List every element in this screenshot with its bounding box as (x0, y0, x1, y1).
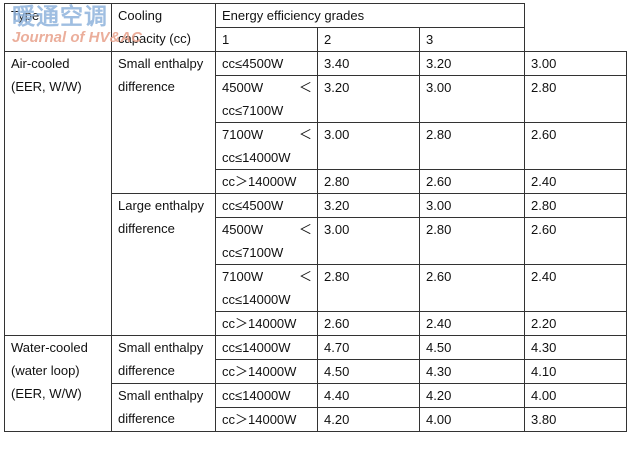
value-cell: 3.00 (419, 193, 525, 218)
efficiency-table: Type Cooling capacity (cc) Energy effici… (4, 3, 627, 432)
capacity-cell: cc＞14000W (215, 311, 318, 336)
value-cell: 2.80 (317, 264, 420, 312)
value-cell: 2.80 (317, 169, 420, 194)
table-body: Air-cooled (EER, W/W) Small enthalpy diff… (4, 51, 627, 432)
header-row: Type Cooling capacity (cc) Energy effici… (4, 3, 627, 52)
grade-header: 3 (419, 27, 525, 52)
subtype-cell: Small enthalpy difference (111, 383, 216, 432)
capacity-cell: cc≤4500W (215, 193, 318, 218)
value-cell: 3.00 (317, 217, 420, 265)
value-cell: 2.60 (524, 122, 627, 170)
value-cell: 3.20 (419, 51, 525, 76)
grade-header: 2 (317, 27, 420, 52)
value-cell: 2.60 (524, 217, 627, 265)
value-cell: 4.00 (524, 383, 627, 408)
grade-row: 1 2 3 (5, 27, 627, 52)
value-cell: 2.40 (419, 311, 525, 336)
capacity-header: Cooling capacity (cc) (111, 3, 216, 52)
value-cell: 2.80 (419, 122, 525, 170)
table-row: Air-cooled (EER, W/W) Small enthalpy diff… (4, 51, 627, 336)
value-cell: 2.60 (317, 311, 420, 336)
table-row: 4500W ＜ cc≤7100W 3.00 2.80 2.60 (5, 217, 627, 265)
value-cell: 3.20 (317, 75, 420, 123)
value-cell: 2.40 (524, 264, 627, 312)
type-header: Type (4, 3, 112, 52)
capacity-cell: cc≤14000W (215, 383, 318, 408)
table-row: 4500W ＜ cc≤7100W 3.20 3.00 2.80 (5, 75, 627, 123)
subtype-cell: Large enthalpy difference (111, 193, 216, 336)
table-row: Water-cooled (water loop) (EER, W/W) Smal… (4, 335, 627, 432)
value-cell: 3.20 (317, 193, 420, 218)
subtype-cell: Small enthalpy difference (111, 335, 216, 384)
value-cell: 2.20 (524, 311, 627, 336)
capacity-cell: 4500W ＜ cc≤7100W (215, 75, 318, 123)
value-cell: 3.00 (524, 51, 627, 76)
value-cell: 2.60 (419, 169, 525, 194)
capacity-cell: cc＞14000W (215, 359, 318, 384)
value-cell: 4.20 (317, 407, 420, 432)
table-row: cc＞14000W 4.20 4.00 3.80 (5, 407, 627, 432)
type-cell: Air-cooled (EER, W/W) (4, 51, 112, 336)
value-cell: 4.20 (419, 383, 525, 408)
capacity-cell: 4500W ＜ cc≤7100W (215, 217, 318, 265)
value-cell: 3.00 (419, 75, 525, 123)
capacity-cell: 7100W ＜ cc≤14000W (215, 122, 318, 170)
value-cell: 2.40 (524, 169, 627, 194)
capacity-cell: cc≤4500W (215, 51, 318, 76)
watermark-subtitle: Journal of HV&AC (12, 29, 143, 46)
value-cell: 4.50 (419, 335, 525, 360)
capacity-cell: 7100W ＜ cc≤14000W (215, 264, 318, 312)
value-cell: 2.60 (419, 264, 525, 312)
value-cell: 4.40 (317, 383, 420, 408)
value-cell: 4.30 (419, 359, 525, 384)
table-row: 7100W ＜ cc≤14000W 2.80 2.60 2.40 (5, 264, 627, 312)
value-cell: 4.00 (419, 407, 525, 432)
grade-header: 1 (215, 27, 318, 52)
capacity-cell: cc≤14000W (215, 335, 318, 360)
table-row: Large enthalpy difference cc≤4500W 3.20 3.0… (5, 193, 627, 336)
grades-header: Energy efficiency grades (215, 3, 525, 28)
value-cell: 3.40 (317, 51, 420, 76)
value-cell: 4.50 (317, 359, 420, 384)
value-cell: 3.00 (317, 122, 420, 170)
value-cell: 2.80 (524, 193, 627, 218)
value-cell: 3.80 (524, 407, 627, 432)
value-cell: 2.80 (419, 217, 525, 265)
watermark: 暖通空调 Journal of HV&AC (12, 4, 143, 46)
type-cell: Water-cooled (water loop) (EER, W/W) (4, 335, 112, 432)
subtype-cell: Small enthalpy difference (111, 51, 216, 194)
watermark-title: 暖通空调 (12, 4, 108, 30)
table-row: Small enthalpy difference cc≤14000W 4.40 4.… (5, 383, 627, 432)
value-cell: 4.70 (317, 335, 420, 360)
capacity-cell: cc＞14000W (215, 169, 318, 194)
value-cell: 2.80 (524, 75, 627, 123)
capacity-cell: cc＞14000W (215, 407, 318, 432)
value-cell: 4.10 (524, 359, 627, 384)
value-cell: 4.30 (524, 335, 627, 360)
table-header: Type Cooling capacity (cc) Energy effici… (4, 3, 627, 52)
